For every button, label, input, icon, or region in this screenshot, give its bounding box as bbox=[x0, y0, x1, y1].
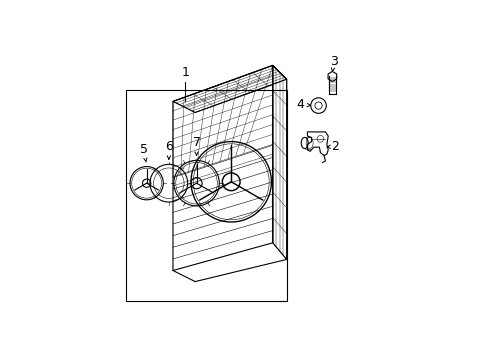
Text: 5: 5 bbox=[140, 143, 147, 162]
Text: 6: 6 bbox=[164, 140, 172, 159]
Text: 1: 1 bbox=[181, 66, 189, 79]
Bar bbox=[125, 90, 286, 301]
Text: 4: 4 bbox=[296, 98, 310, 111]
Text: 2: 2 bbox=[326, 140, 338, 153]
Text: 3: 3 bbox=[329, 55, 337, 71]
Text: 7: 7 bbox=[192, 136, 200, 155]
